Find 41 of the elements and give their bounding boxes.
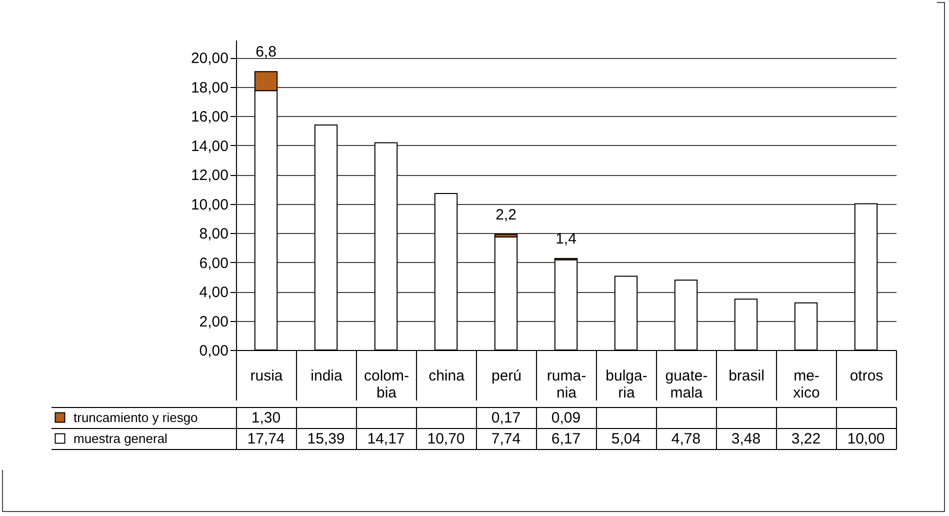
legend-label: muestra general [74, 431, 168, 446]
data-label: 3,22 [791, 430, 821, 448]
data-label: 0,09 [551, 410, 581, 426]
annotation: 1,4 [556, 230, 576, 248]
annotation: 6,8 [256, 44, 276, 61]
y-tick-label: 16,00 [190, 108, 228, 126]
y-tick-label: 14,00 [190, 138, 228, 155]
y-tick-label: 0,00 [199, 342, 228, 360]
data-label: 10,00 [847, 430, 885, 448]
data-label: 0,17 [491, 410, 521, 426]
x-tick-label: otros [850, 368, 884, 384]
data-label: 14,17 [367, 430, 405, 448]
y-tick-label: 18,00 [190, 79, 228, 96]
y-tick-label: 4,00 [199, 284, 228, 302]
x-tick-label: india [310, 368, 343, 384]
data-label: 10,70 [427, 430, 465, 448]
x-tick-label: guate-mala [665, 368, 708, 402]
data-label: 5,04 [611, 430, 641, 448]
x-tick-label: perú [491, 368, 522, 384]
x-tick-label: ruma-nia [546, 368, 586, 402]
x-tick-label: bulga-ria [606, 368, 648, 402]
annotation: 2,2 [496, 206, 516, 224]
y-tick-label: 12,00 [190, 167, 228, 184]
x-tick-label: colom-bia [364, 368, 410, 402]
data-label: 15,39 [307, 430, 345, 448]
y-tick-label: 10,00 [190, 196, 228, 214]
y-tick-label: 2,00 [199, 313, 228, 330]
data-label: 6,17 [551, 430, 581, 448]
data-label: 3,48 [731, 430, 761, 448]
x-tick-label: rusia [250, 368, 284, 384]
x-tick-label: china [428, 368, 466, 384]
x-tick-label: brasil [728, 368, 764, 384]
x-tick-label: me-xico [793, 368, 820, 402]
data-label: 4,78 [671, 430, 701, 448]
data-label: 17,74 [247, 430, 285, 448]
legend-label: truncamiento y riesgo [74, 410, 198, 425]
y-tick-label: 8,00 [199, 226, 228, 243]
y-tick-label: 20,00 [190, 50, 228, 68]
y-tick-label: 6,00 [199, 254, 228, 272]
data-label: 7,74 [491, 430, 521, 448]
data-label: 1,30 [251, 410, 281, 426]
